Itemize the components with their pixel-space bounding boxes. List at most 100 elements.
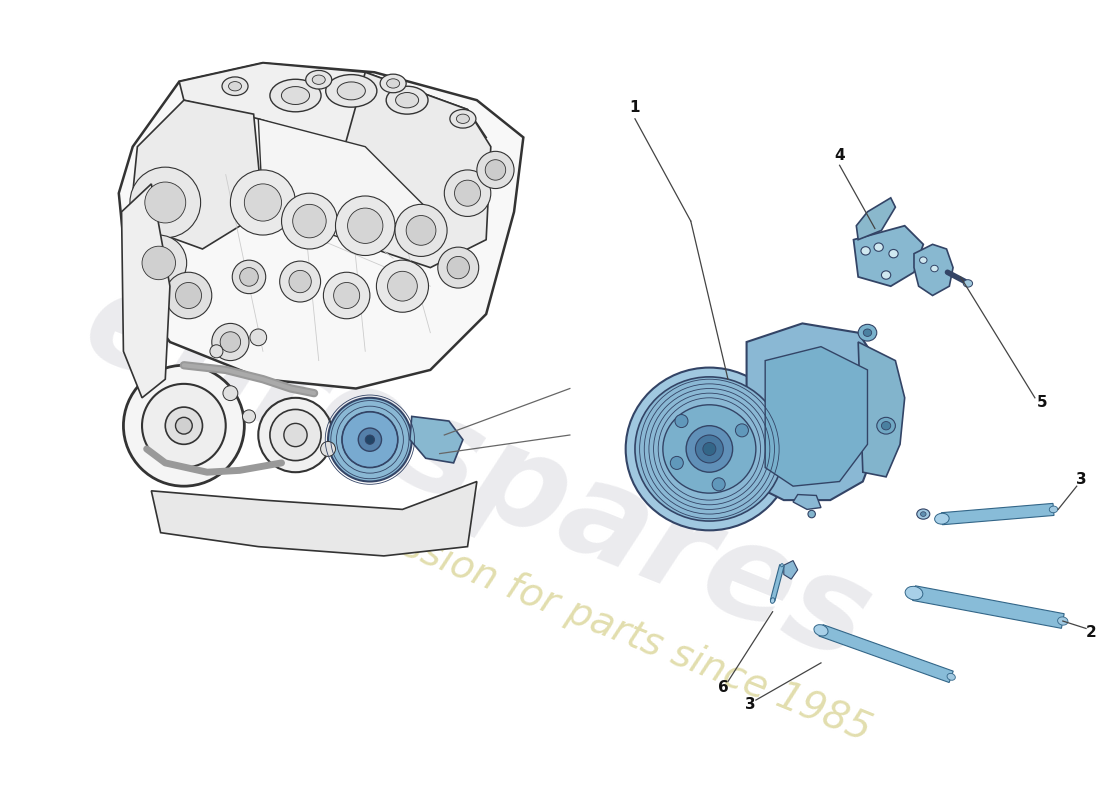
Ellipse shape: [250, 329, 266, 346]
Ellipse shape: [450, 110, 476, 128]
Ellipse shape: [282, 193, 338, 249]
Ellipse shape: [386, 86, 428, 114]
Ellipse shape: [258, 398, 332, 472]
Ellipse shape: [635, 377, 784, 521]
Ellipse shape: [229, 82, 242, 91]
Polygon shape: [133, 100, 263, 249]
Polygon shape: [913, 586, 1064, 628]
Ellipse shape: [376, 260, 429, 312]
Ellipse shape: [395, 204, 447, 257]
Ellipse shape: [320, 442, 336, 457]
Ellipse shape: [921, 512, 926, 516]
Ellipse shape: [396, 93, 419, 108]
Polygon shape: [410, 417, 463, 463]
Polygon shape: [914, 244, 953, 295]
Ellipse shape: [333, 282, 360, 309]
Ellipse shape: [675, 414, 688, 427]
Ellipse shape: [270, 410, 321, 461]
Ellipse shape: [1057, 617, 1068, 625]
Ellipse shape: [240, 267, 258, 286]
Ellipse shape: [663, 405, 756, 493]
Ellipse shape: [279, 261, 320, 302]
Ellipse shape: [142, 246, 176, 280]
Polygon shape: [342, 72, 491, 267]
Ellipse shape: [770, 598, 774, 603]
Text: 6: 6: [718, 681, 728, 695]
Ellipse shape: [348, 208, 383, 243]
Ellipse shape: [223, 386, 238, 401]
Ellipse shape: [338, 82, 365, 100]
Ellipse shape: [232, 260, 266, 294]
Ellipse shape: [881, 422, 891, 430]
Ellipse shape: [485, 160, 506, 180]
Ellipse shape: [365, 435, 374, 444]
Ellipse shape: [284, 423, 307, 446]
Text: 2: 2: [1086, 625, 1096, 640]
Ellipse shape: [438, 247, 478, 288]
Ellipse shape: [336, 196, 395, 255]
Ellipse shape: [736, 424, 748, 437]
Ellipse shape: [328, 398, 411, 482]
Ellipse shape: [387, 271, 417, 301]
Ellipse shape: [165, 272, 212, 318]
Ellipse shape: [145, 182, 186, 223]
Ellipse shape: [935, 514, 949, 524]
Ellipse shape: [312, 75, 326, 84]
Ellipse shape: [359, 428, 382, 451]
Ellipse shape: [212, 323, 249, 361]
Ellipse shape: [881, 271, 891, 279]
Ellipse shape: [712, 478, 725, 491]
Ellipse shape: [342, 412, 398, 467]
Ellipse shape: [220, 332, 241, 352]
Text: eurospares: eurospares: [66, 257, 888, 687]
Polygon shape: [856, 198, 895, 240]
Ellipse shape: [695, 435, 724, 463]
Ellipse shape: [626, 367, 793, 530]
Ellipse shape: [131, 235, 187, 291]
Text: 3: 3: [745, 698, 756, 712]
Ellipse shape: [381, 74, 406, 93]
Ellipse shape: [877, 418, 895, 434]
Polygon shape: [122, 184, 169, 398]
Ellipse shape: [176, 282, 201, 309]
Ellipse shape: [814, 625, 828, 636]
Ellipse shape: [323, 272, 370, 318]
Ellipse shape: [270, 79, 321, 112]
Text: 1: 1: [629, 100, 640, 115]
Polygon shape: [858, 342, 904, 477]
Ellipse shape: [386, 78, 399, 88]
Ellipse shape: [808, 510, 815, 518]
Ellipse shape: [1049, 506, 1058, 513]
Ellipse shape: [781, 564, 783, 567]
Polygon shape: [854, 226, 923, 286]
Ellipse shape: [477, 151, 514, 189]
Text: a passion for parts since 1985: a passion for parts since 1985: [319, 494, 877, 749]
Ellipse shape: [123, 366, 244, 486]
Ellipse shape: [142, 384, 226, 467]
Ellipse shape: [176, 418, 192, 434]
Ellipse shape: [130, 167, 200, 238]
Ellipse shape: [242, 410, 255, 423]
Polygon shape: [770, 565, 784, 601]
Ellipse shape: [670, 457, 683, 470]
Text: 4: 4: [834, 149, 845, 163]
Ellipse shape: [454, 180, 481, 206]
Text: 3: 3: [1076, 472, 1087, 487]
Ellipse shape: [456, 114, 470, 123]
Polygon shape: [179, 63, 486, 161]
Ellipse shape: [447, 257, 470, 278]
Ellipse shape: [889, 250, 899, 258]
Ellipse shape: [703, 442, 716, 455]
Polygon shape: [793, 494, 821, 510]
Polygon shape: [152, 482, 477, 556]
Ellipse shape: [874, 243, 883, 251]
Ellipse shape: [406, 215, 436, 246]
Polygon shape: [818, 625, 954, 682]
Ellipse shape: [326, 74, 377, 107]
Ellipse shape: [686, 426, 733, 472]
Ellipse shape: [230, 170, 296, 235]
Polygon shape: [258, 118, 430, 240]
Ellipse shape: [905, 586, 923, 600]
Ellipse shape: [293, 204, 327, 238]
Ellipse shape: [210, 345, 223, 358]
